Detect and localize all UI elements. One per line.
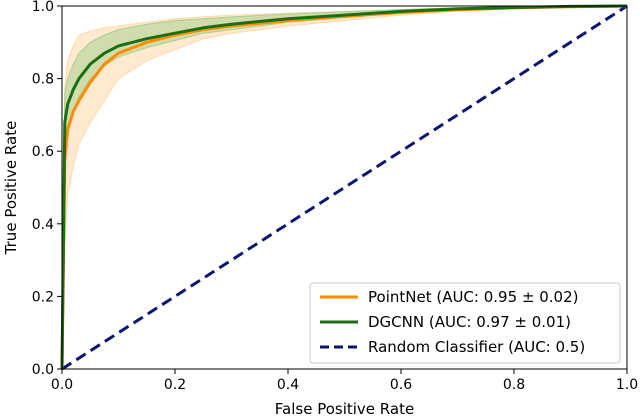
- x-tick-label: 0.8: [503, 377, 525, 393]
- legend-label-random-classifier: Random Classifier (AUC: 0.5): [368, 338, 585, 356]
- y-tick-label: 0.2: [32, 289, 54, 305]
- legend: PointNet (AUC: 0.95 ± 0.02) DGCNN (AUC: …: [309, 282, 621, 364]
- x-tick-label: 1.0: [616, 377, 638, 393]
- x-tick-label: 0.4: [277, 377, 299, 393]
- legend-label-dgcnn: DGCNN (AUC: 0.97 ± 0.01): [368, 313, 571, 331]
- y-tick-label: 0.8: [32, 72, 54, 88]
- roc-curves: [60, 4, 628, 371]
- y-tick-label: 0.4: [32, 217, 54, 233]
- x-tick-label: 0.6: [390, 377, 412, 393]
- y-axis-ticks: 0.0 0.2 0.4 0.6 0.8 1.0: [32, 0, 62, 378]
- y-axis-label: True Positive Rate: [2, 121, 20, 256]
- legend-box: [309, 282, 621, 364]
- x-tick-label: 0.0: [51, 377, 73, 393]
- x-axis-label: False Positive Rate: [275, 400, 414, 418]
- y-tick-label: 1.0: [32, 0, 54, 15]
- x-axis-ticks: 0.0 0.2 0.4 0.6 0.8 1.0: [51, 369, 638, 393]
- line-dgcnn: [60, 4, 628, 370]
- plot-frame: [61, 5, 628, 370]
- line-random-classifier: [61, 4, 628, 371]
- x-tick-label: 0.2: [164, 377, 186, 393]
- y-tick-label: 0.6: [32, 144, 54, 160]
- y-tick-label: 0.0: [32, 362, 54, 378]
- legend-label-pointnet: PointNet (AUC: 0.95 ± 0.02): [368, 288, 578, 306]
